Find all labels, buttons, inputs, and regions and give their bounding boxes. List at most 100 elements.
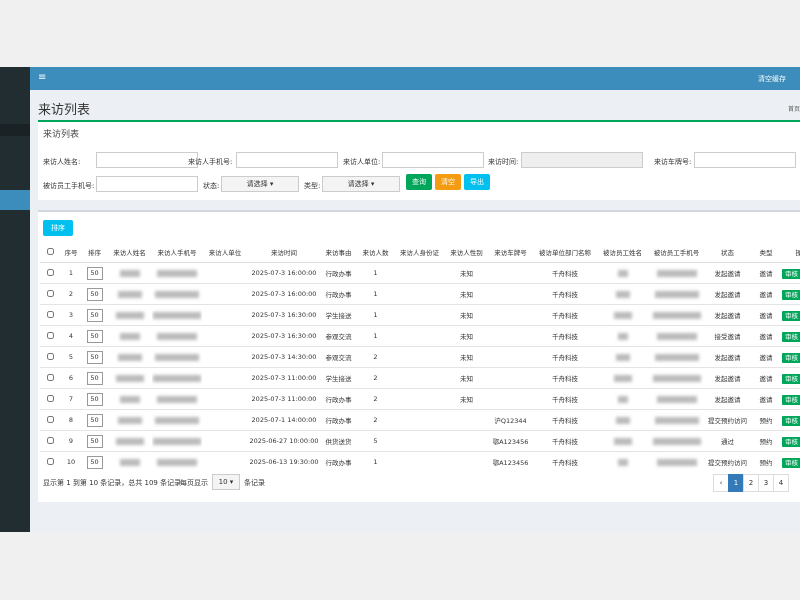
filter-input[interactable] [521, 152, 643, 168]
filter-button[interactable]: 导出 [464, 174, 490, 190]
cell-text: 未知 [460, 354, 473, 362]
action-button[interactable]: 审核 [782, 437, 800, 447]
checkbox[interactable] [46, 436, 54, 444]
header-cell: 被访单位部门名称 [533, 242, 597, 263]
action-button[interactable]: 审核 [782, 416, 800, 426]
checkbox[interactable] [46, 373, 54, 381]
cell: 邀请 [750, 325, 782, 347]
cell: 50 [82, 451, 107, 472]
cell: 7 [60, 388, 82, 410]
filter-input[interactable] [96, 152, 198, 168]
cell [394, 409, 445, 431]
filter-input[interactable] [236, 152, 338, 168]
row-checkbox [40, 430, 60, 452]
side-item[interactable] [0, 124, 30, 136]
cell-text: 2 [373, 416, 378, 424]
cell: 2025-07-3 11:00:00 [248, 367, 320, 389]
cell [648, 262, 705, 284]
action-button[interactable]: 审核 [782, 332, 800, 342]
filter-select[interactable]: 请选择 ▾ [221, 176, 299, 192]
action-button[interactable]: 审核 [782, 395, 800, 405]
side-item-active[interactable] [0, 190, 30, 210]
cell [488, 388, 533, 410]
checkbox[interactable] [46, 457, 54, 465]
cell [152, 388, 202, 410]
checkbox[interactable] [46, 289, 54, 297]
page-title: 来访列表 [38, 103, 91, 118]
row-checkbox [40, 451, 60, 472]
cell-text: 预约 [759, 438, 773, 446]
cell: 未知 [445, 262, 488, 284]
cell [107, 346, 152, 368]
filter-select[interactable]: 请选择 ▾ [322, 176, 400, 192]
filter-button[interactable]: 查询 [406, 174, 432, 190]
page-button[interactable]: 4 [773, 474, 789, 492]
cell-text: 1 [373, 458, 378, 466]
sort-input[interactable]: 50 [86, 266, 103, 280]
cell [107, 304, 152, 326]
cell-text: 5 [68, 353, 74, 361]
cell: 邀请 [750, 346, 782, 368]
cell: 9 [60, 430, 82, 452]
action-cell: 审核 [782, 325, 800, 347]
cell [648, 367, 705, 389]
cell [152, 346, 202, 368]
blurred [652, 311, 701, 319]
cell-text: 1 [373, 290, 378, 298]
sort-input[interactable]: 50 [86, 371, 103, 385]
filter-input[interactable] [694, 152, 796, 168]
cell [597, 325, 648, 347]
checkbox[interactable] [46, 415, 54, 423]
action-button[interactable]: 审核 [782, 290, 800, 300]
cell-text: 2025-07-3 16:00:00 [251, 269, 317, 277]
cell-text: 预约 [759, 459, 773, 467]
sort-input[interactable]: 50 [86, 413, 103, 427]
sort-input[interactable]: 50 [86, 308, 103, 322]
cell [107, 430, 152, 452]
cell [107, 451, 152, 472]
cell: 50 [82, 283, 107, 305]
cell: 沪Q12344 [488, 409, 533, 431]
checkbox[interactable] [46, 394, 54, 402]
breadcrumb[interactable]: 首页 [787, 106, 800, 113]
sort-input[interactable]: 50 [86, 287, 103, 301]
menu-toggle[interactable]: ≡ [38, 72, 47, 83]
clear-cache[interactable]: 清空缓存 [758, 75, 786, 83]
page-button[interactable]: 3 [758, 474, 774, 492]
cell [597, 346, 648, 368]
sort-input[interactable]: 50 [86, 350, 103, 364]
checkbox[interactable] [46, 352, 54, 360]
blurred [615, 290, 630, 298]
sort-input[interactable]: 50 [86, 329, 103, 343]
cell: 2 [357, 346, 394, 368]
action-button[interactable]: 审核 [782, 353, 800, 363]
cell: 5 [60, 346, 82, 368]
page-button[interactable]: 1 [728, 474, 744, 492]
checkbox[interactable] [46, 331, 54, 339]
blurred [153, 311, 201, 319]
cell: 10 [60, 451, 82, 472]
sort-input[interactable]: 50 [86, 434, 103, 448]
page-button[interactable]: ‹ [713, 474, 729, 492]
checkbox[interactable] [46, 310, 54, 318]
page-size[interactable]: 10 ▾ [212, 474, 240, 490]
checkbox[interactable] [46, 247, 54, 255]
cell: 2025-06-27 10:00:00 [248, 430, 320, 452]
filter-input[interactable] [96, 176, 198, 192]
filter-button[interactable]: 清空 [435, 174, 461, 190]
sort-button[interactable]: 排序 [43, 220, 73, 236]
filter-input[interactable] [382, 152, 484, 168]
action-button[interactable]: 审核 [782, 458, 800, 468]
action-button[interactable]: 审核 [782, 311, 800, 321]
sort-input[interactable]: 50 [86, 455, 103, 469]
action-button[interactable]: 审核 [782, 269, 800, 279]
blurred [157, 269, 197, 277]
blurred [652, 374, 701, 382]
checkbox[interactable] [46, 268, 54, 276]
page-button[interactable]: 2 [743, 474, 759, 492]
cell-text: 千舟科技 [552, 291, 578, 299]
action-button[interactable]: 审核 [782, 374, 800, 384]
cell [394, 388, 445, 410]
sort-input[interactable]: 50 [86, 392, 103, 406]
cell: 发起邀请 [705, 367, 750, 389]
